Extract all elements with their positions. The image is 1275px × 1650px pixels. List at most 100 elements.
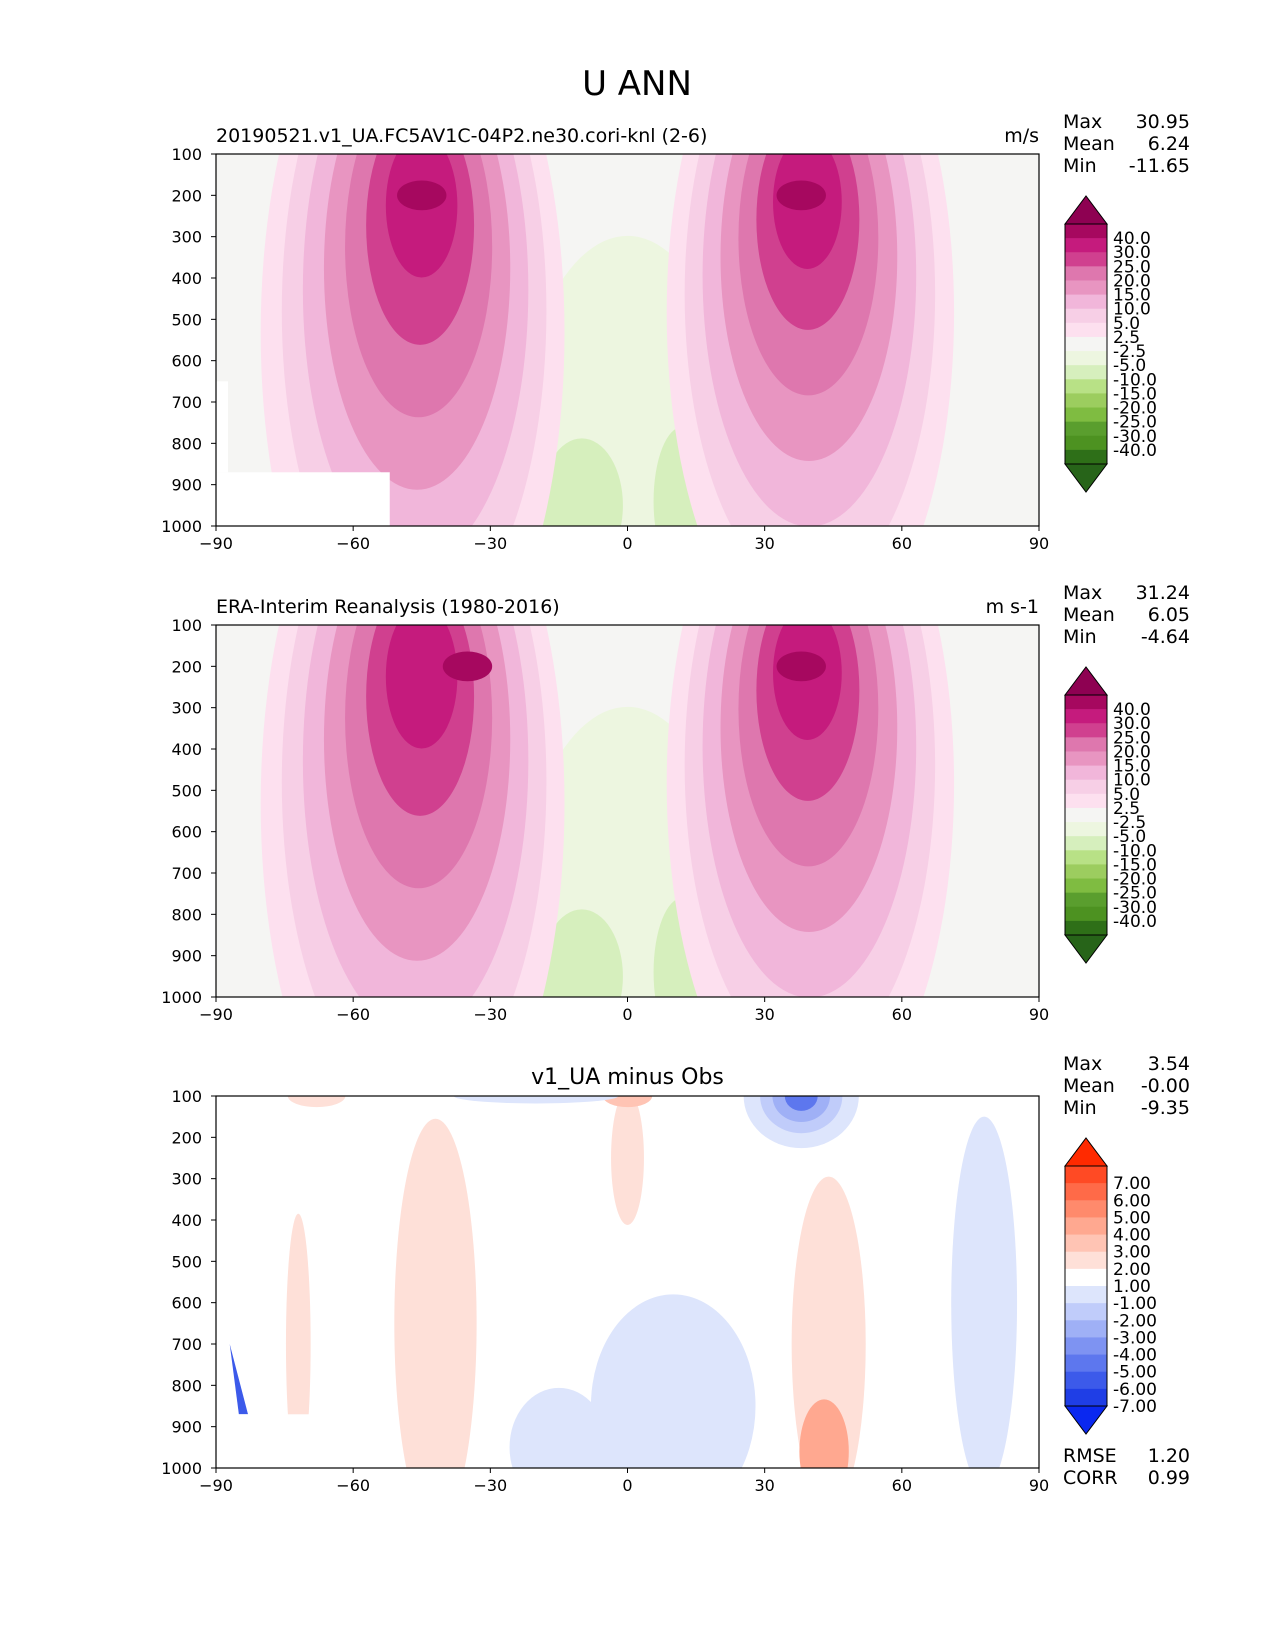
y-tick-label: 800 [171, 905, 202, 924]
colorbar-label: -7.00 [1113, 1397, 1157, 1417]
colorbar-label: -20.0 [1113, 399, 1157, 419]
colorbar-swatch [1065, 280, 1107, 296]
colorbar-label: -25.0 [1113, 413, 1157, 433]
colorbar-swatch [1065, 807, 1107, 823]
colorbar-swatch [1065, 407, 1107, 423]
x-tick-label: 0 [622, 1005, 632, 1024]
colorbar-swatch [1065, 1337, 1107, 1356]
stat-label-min: Min [1063, 1097, 1097, 1119]
metric-value-corr: 0.99 [1148, 1467, 1190, 1489]
diff-min-level-4 [784, 1096, 818, 1111]
colorbar: 7.006.005.004.003.002.001.00-1.00-2.00-3… [1064, 1137, 1157, 1435]
y-tick-label: 600 [171, 823, 202, 842]
x-tick-label: 90 [1029, 534, 1049, 553]
colorbar-swatch [1065, 1286, 1107, 1304]
colorbar-label: -10.0 [1113, 370, 1157, 390]
diff-negative-polar [229, 1344, 249, 1415]
stat-value-max: 30.95 [1136, 111, 1190, 133]
y-tick-label: 900 [171, 1418, 202, 1437]
x-tick-label: −90 [199, 1476, 233, 1495]
colorbar-label: -40.0 [1113, 441, 1157, 461]
x-tick-label: 0 [622, 534, 632, 553]
colorbar-label: 15.0 [1113, 286, 1151, 306]
contour-level-2-jet-sh [385, 625, 458, 749]
diff-positive-nh [791, 1176, 866, 1468]
colorbar-swatch [1065, 878, 1107, 894]
diff-negative-top [453, 1096, 619, 1104]
colorbar-label: 20.0 [1113, 271, 1151, 291]
colorbar-swatch [1065, 906, 1107, 922]
colorbar-label: 15.0 [1113, 757, 1151, 777]
stat-value-mean: 6.05 [1148, 604, 1190, 626]
colorbar: 40.030.025.020.015.010.05.02.5-2.5-5.0-1… [1064, 666, 1157, 964]
colorbar-label: -40.0 [1113, 912, 1157, 932]
x-tick-label: 0 [622, 1476, 632, 1495]
contour-core-jet-nh [776, 651, 826, 682]
colorbar-swatch [1065, 336, 1107, 352]
colorbar-swatch [1065, 421, 1107, 437]
colorbar-label: 40.0 [1113, 229, 1151, 249]
panel-title: ERA-Interim Reanalysis (1980-2016) [216, 596, 560, 618]
y-tick-label: 1000 [161, 1459, 202, 1478]
y-tick-label: 800 [171, 434, 202, 453]
colorbar-label: 30.0 [1113, 714, 1151, 734]
colorbar-swatch [1065, 365, 1107, 380]
colorbar-swatch [1065, 224, 1107, 239]
colorbar-label: 5.00 [1113, 1208, 1151, 1228]
colorbar-swatch [1065, 238, 1107, 253]
colorbar-extend-top [1064, 195, 1108, 225]
y-tick-label: 400 [171, 269, 202, 288]
colorbar-label: 10.0 [1113, 771, 1151, 791]
diff-negative-tropics-2 [509, 1387, 609, 1468]
x-tick-label: −30 [473, 1005, 507, 1024]
colorbar-swatch [1065, 393, 1107, 409]
metric-label-corr: CORR [1063, 1467, 1118, 1489]
x-tick-label: 30 [754, 534, 774, 553]
x-tick-label: 30 [754, 1476, 774, 1495]
panel-title: 20190521.v1_UA.FC5AV1C-04P2.ne30.cori-kn… [216, 125, 707, 147]
panel-2: −90 −60 −30 0 30 60 90 100 200 300 400 500 600 700 800… [161, 582, 1190, 1024]
colorbar-label: -2.5 [1113, 813, 1146, 833]
x-tick-label: 60 [892, 1005, 912, 1024]
y-tick-label: 600 [171, 1294, 202, 1313]
missing-data-mask [216, 472, 390, 526]
colorbar-swatch [1065, 266, 1107, 281]
y-tick-label: 500 [171, 781, 202, 800]
colorbar-label: 2.5 [1113, 799, 1140, 819]
colorbar-label: -15.0 [1113, 384, 1157, 404]
diff-positive-sh [394, 1118, 477, 1468]
y-tick-label: 100 [171, 1087, 202, 1106]
colorbar-label: 25.0 [1113, 728, 1151, 748]
colorbar-label: -3.00 [1113, 1328, 1157, 1348]
colorbar-swatch [1065, 920, 1107, 936]
colorbar-swatch [1065, 449, 1107, 465]
y-tick-label: 100 [171, 616, 202, 635]
colorbar-label: 25.0 [1113, 257, 1151, 277]
stat-label-mean: Mean [1063, 604, 1115, 626]
colorbar-label: -20.0 [1113, 870, 1157, 890]
contour-core-jet-nh [776, 180, 826, 211]
stat-label-max: Max [1063, 1053, 1102, 1075]
colorbar-swatch [1065, 751, 1107, 767]
stat-label-min: Min [1063, 626, 1097, 648]
y-tick-label: 300 [171, 228, 202, 247]
colorbar-swatch [1065, 1251, 1107, 1270]
diff-negative-tropics [590, 1294, 756, 1468]
colorbar-label: 3.00 [1113, 1243, 1151, 1263]
y-tick-label: 900 [171, 476, 202, 495]
colorbar-swatch [1065, 765, 1107, 781]
colorbar-swatch [1065, 1268, 1107, 1287]
colorbar-swatch [1065, 822, 1107, 837]
colorbar-label: 2.00 [1113, 1260, 1151, 1280]
y-tick-label: 600 [171, 352, 202, 371]
panel-title: v1_UA minus Obs [531, 1065, 724, 1090]
stat-value-min: -9.35 [1141, 1097, 1190, 1119]
colorbar-swatch [1065, 723, 1107, 738]
colorbar-label: 5.0 [1113, 314, 1140, 334]
colorbar-swatch [1065, 351, 1107, 366]
y-tick-label: 400 [171, 1211, 202, 1230]
x-tick-label: 90 [1029, 1476, 1049, 1495]
colorbar-swatch [1065, 737, 1107, 752]
x-tick-label: −60 [336, 534, 370, 553]
